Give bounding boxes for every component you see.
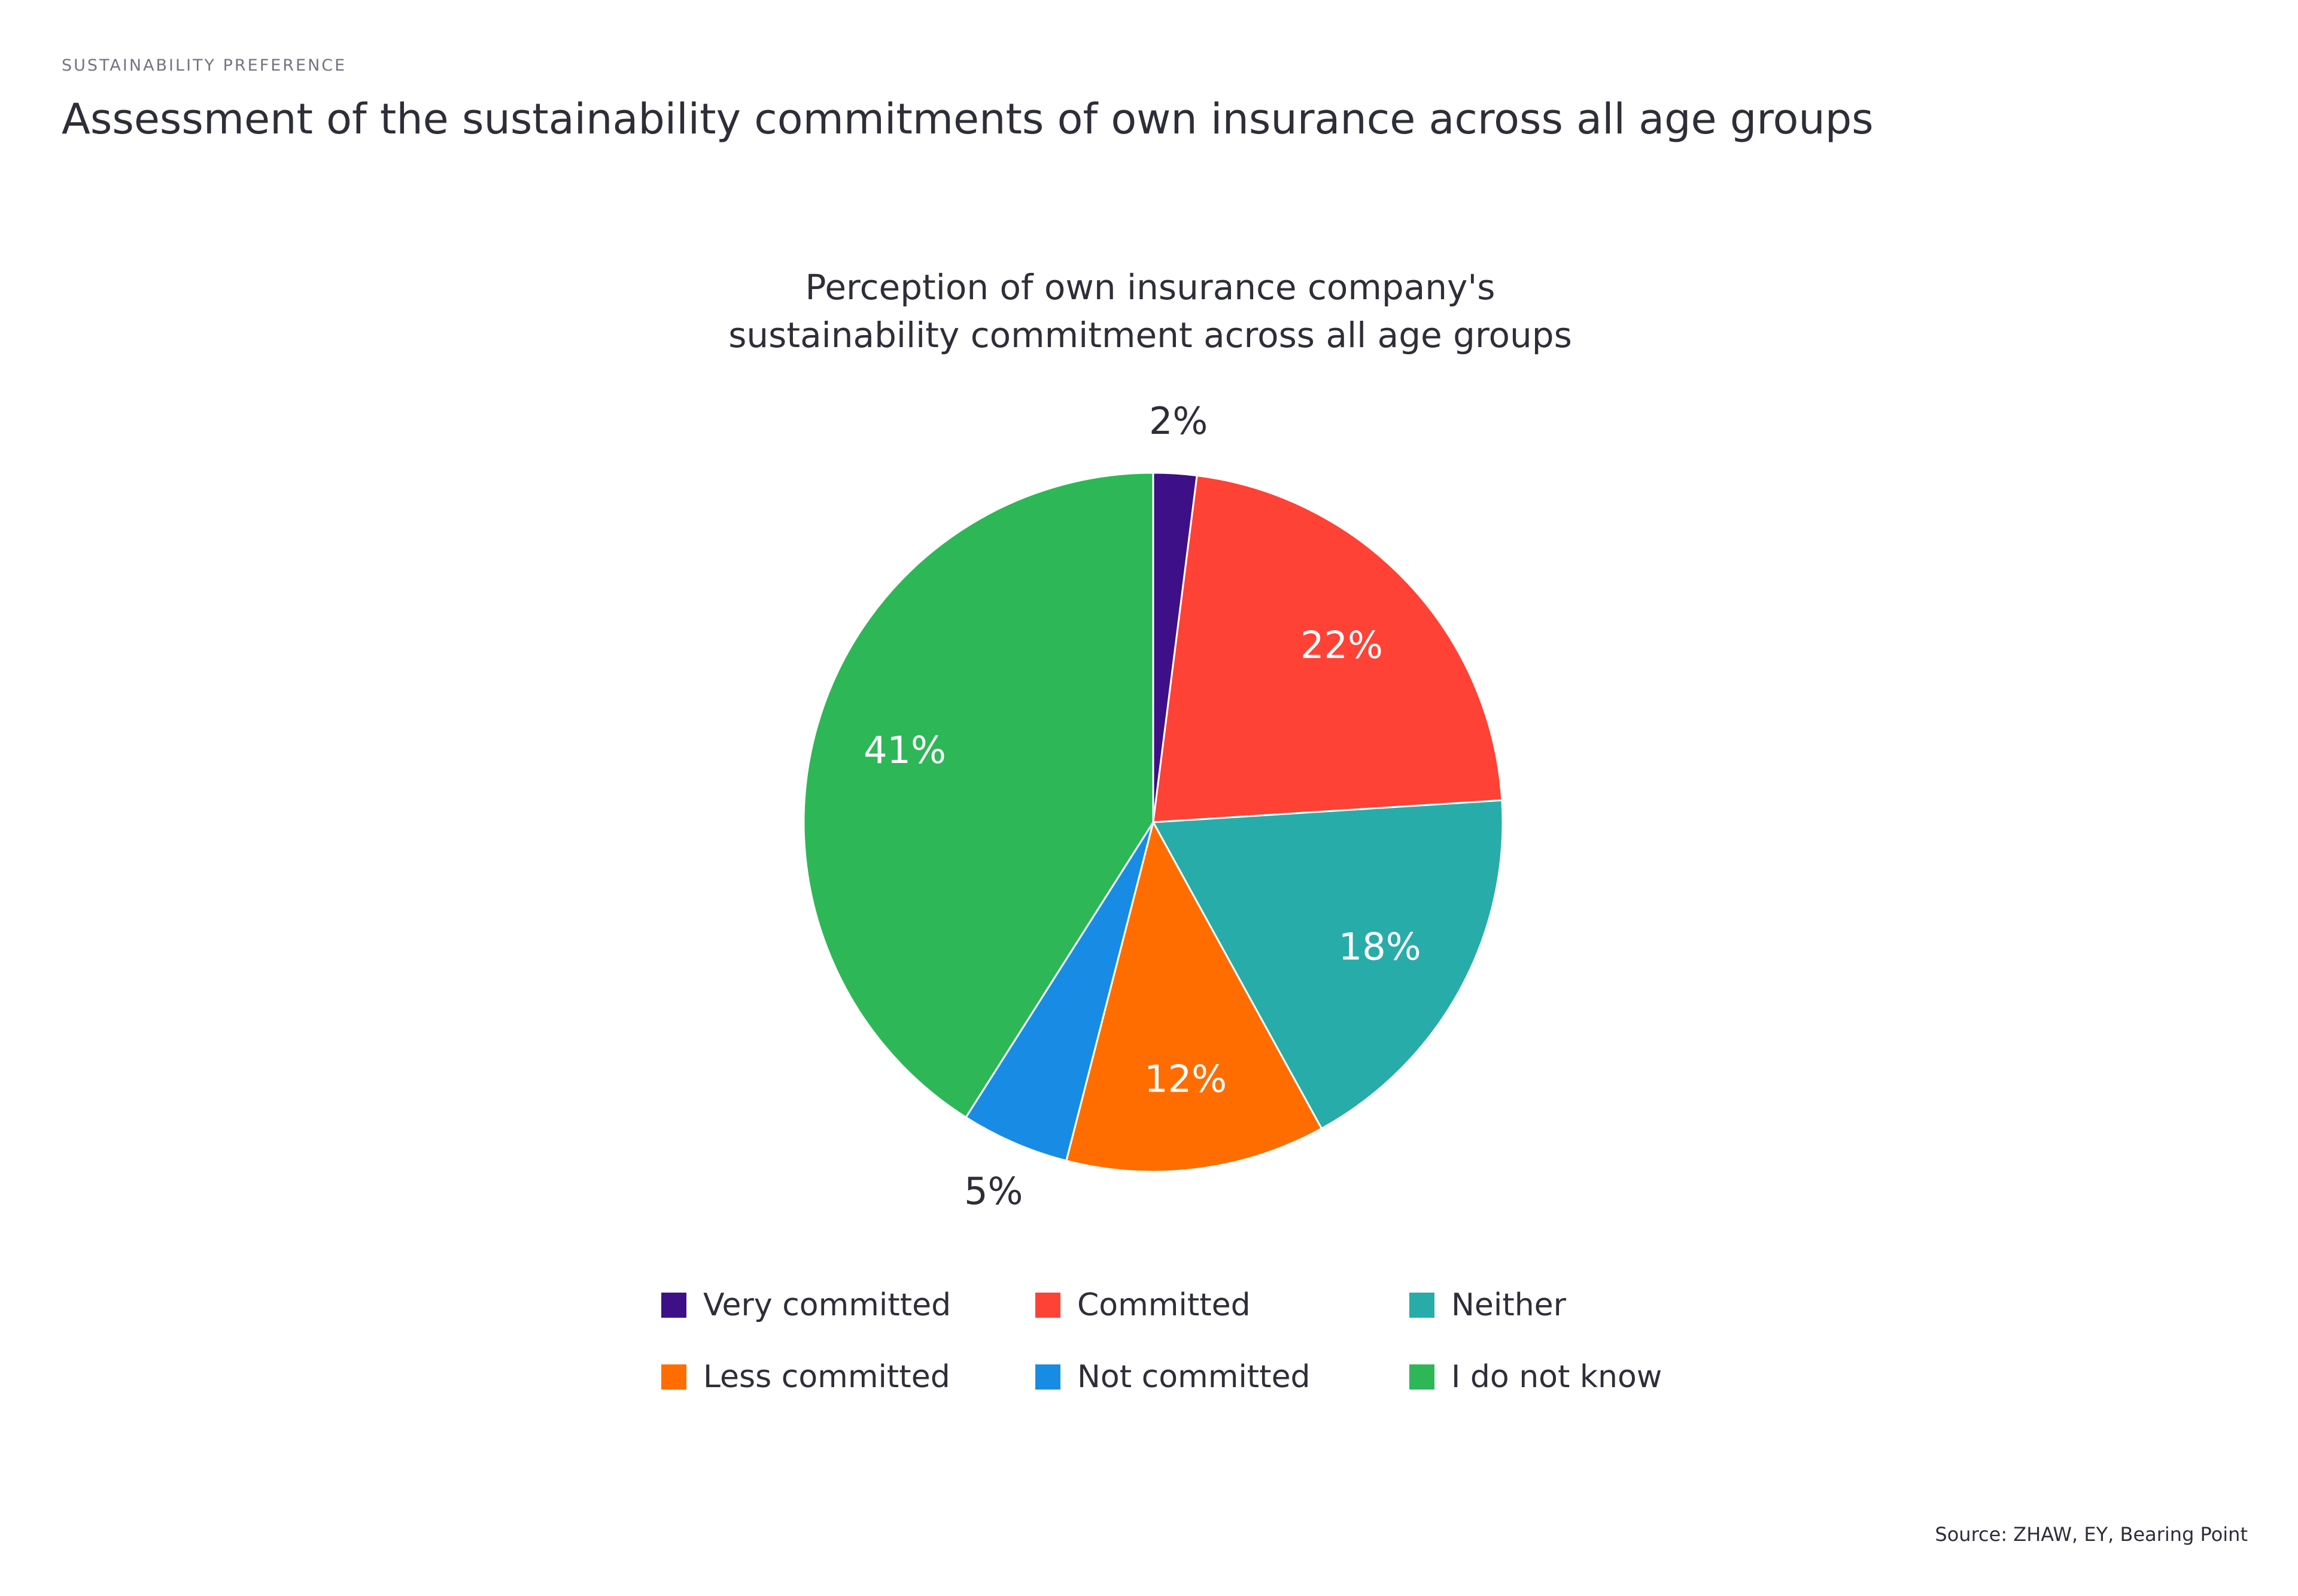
legend-swatch: [1035, 1364, 1060, 1390]
legend-swatch: [1035, 1293, 1060, 1318]
data-label: 41%: [864, 728, 946, 772]
pie-slice-neither: [1151, 799, 1504, 1130]
legend-label: Very committed: [703, 1287, 952, 1323]
pie-slice-i-do-not-know: [803, 472, 1154, 1119]
chart-title-line-1: Perception of own insurance company's: [805, 267, 1495, 308]
legend-label: Neither: [1451, 1287, 1567, 1323]
chart-kicker: SUSTAINABILITY PREFERENCE: [62, 56, 347, 75]
legend: Very committed Committed Neither Less commi…: [661, 1287, 1783, 1396]
pie-slice-not-committed: [965, 822, 1154, 1162]
legend-item: Very committed: [661, 1287, 1035, 1324]
legend-item: Not committed: [1035, 1358, 1409, 1396]
data-label: 22%: [1300, 624, 1383, 667]
page-title: Assessment of the sustainability commitm…: [62, 95, 1874, 144]
legend-item: Less committed: [661, 1358, 1035, 1396]
legend-item: I do not know: [1409, 1358, 1783, 1396]
legend-item: Committed: [1035, 1287, 1409, 1324]
legend-label: Less committed: [703, 1359, 950, 1395]
pie-slice-committed: [1152, 474, 1503, 823]
legend-swatch: [661, 1293, 686, 1318]
pie-slice-less-committed: [1065, 819, 1323, 1173]
legend-swatch: [1409, 1293, 1434, 1318]
legend-item: Neither: [1409, 1287, 1783, 1324]
legend-label: I do not know: [1451, 1359, 1662, 1395]
legend-swatch: [661, 1364, 686, 1390]
data-label: 12%: [1144, 1057, 1227, 1101]
data-label: 18%: [1339, 925, 1421, 969]
chart-title-line-2: sustainability commitment across all age…: [728, 315, 1572, 355]
chart-title: Perception of own insurance company's su…: [0, 263, 2298, 359]
legend-label: Not committed: [1077, 1359, 1311, 1395]
legend-label: Committed: [1077, 1287, 1251, 1323]
legend-swatch: [1409, 1364, 1434, 1390]
source-note: Source: ZHAW, EY, Bearing Point: [1935, 1523, 2248, 1546]
data-label: 2%: [1149, 399, 1208, 443]
data-label: 5%: [964, 1169, 1023, 1213]
